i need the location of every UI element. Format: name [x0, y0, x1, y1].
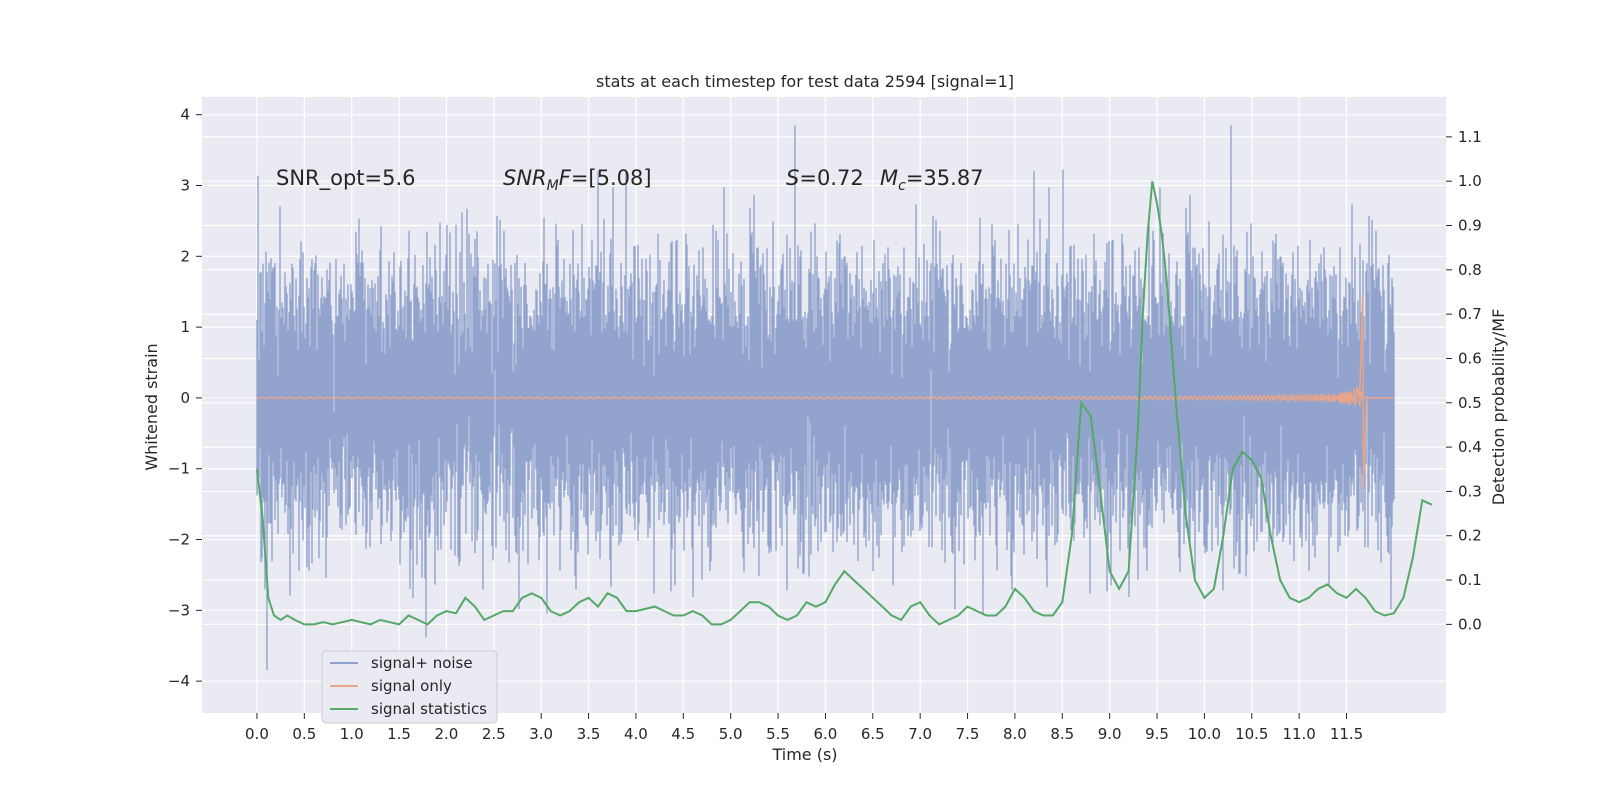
right-y-axis-label: Detection probability/MF	[1489, 309, 1508, 506]
x-tick-label: 10.0	[1188, 725, 1221, 743]
left-y-tick-label: 0	[180, 389, 190, 407]
right-y-tick-label: 0.7	[1458, 305, 1482, 323]
x-tick-label: 11.0	[1282, 725, 1315, 743]
left-y-tick-label: −3	[168, 601, 190, 619]
right-y-tick-label: 0.9	[1458, 217, 1482, 235]
legend-box	[321, 650, 498, 724]
annotation-mc: Mc=35.87	[880, 166, 984, 194]
snr-mf-symbol: SNR	[503, 166, 547, 190]
s-symbol: S	[786, 166, 799, 190]
legend-label-signal-only: signal only	[371, 677, 452, 695]
x-tick-label: 10.5	[1235, 725, 1268, 743]
x-tick-label: 6.0	[813, 725, 837, 743]
mc-symbol: M	[880, 166, 898, 190]
s-value: =0.72	[799, 166, 863, 190]
x-tick-label: 7.5	[956, 725, 980, 743]
left-y-tick-label: 2	[180, 247, 190, 265]
series-signal-noise	[256, 125, 1395, 671]
x-tick-label: 5.5	[766, 725, 790, 743]
series-signal-only	[256, 295, 1394, 489]
x-tick-label: 2.0	[435, 725, 459, 743]
left-y-tick-label: 4	[180, 106, 190, 124]
left-y-tick-label: 1	[180, 318, 190, 336]
annotation-snr-opt: SNR_opt=5.6	[276, 166, 416, 191]
right-y-tick-label: 0.1	[1458, 571, 1482, 589]
right-y-tick-label: 0.6	[1458, 349, 1482, 367]
left-y-tick-label: −1	[168, 460, 190, 478]
x-tick-label: 3.5	[577, 725, 601, 743]
x-tick-label: 0.5	[292, 725, 316, 743]
left-y-tick-label: −2	[168, 531, 190, 549]
snr-mf-f: F	[559, 166, 572, 190]
x-tick-label: 4.5	[671, 725, 695, 743]
right-y-tick-label: 1.1	[1458, 128, 1482, 146]
x-tick-label: 8.5	[1050, 725, 1074, 743]
x-tick-label: 7.0	[908, 725, 932, 743]
legend: signal+ noise signal only signal statist…	[321, 650, 498, 724]
plot-area: 0.0 0.5 1.0 1.5 2.0 2.5 3.0 3.5 4.0 4.5 5.0 5.5 6.0 6…	[168, 97, 1482, 743]
legend-label-signal-noise: signal+ noise	[371, 654, 473, 672]
annotation-snr-mf: SNRMF=[5.08]	[503, 166, 652, 194]
snr-mf-value: =[5.08]	[571, 166, 652, 190]
x-tick-label: 1.0	[340, 725, 364, 743]
series-signal-statistics	[256, 180, 1433, 626]
left-y-axis-label: Whitened strain	[142, 343, 161, 470]
snr-mf-subscript: M	[547, 178, 559, 194]
annotation-s: S=0.72	[786, 166, 864, 190]
right-y-tick-label: 0.5	[1458, 394, 1482, 412]
right-y-tick-label: 0.0	[1458, 615, 1482, 633]
x-tick-label: 4.0	[624, 725, 648, 743]
x-tick-label: 2.5	[482, 725, 506, 743]
chart-title: stats at each timestep for test data 259…	[596, 72, 1014, 91]
x-tick-label: 11.5	[1330, 725, 1363, 743]
x-tick-label: 1.5	[387, 725, 411, 743]
x-tick-label: 3.0	[529, 725, 553, 743]
left-y-tick-label: −4	[168, 672, 190, 690]
chart-overlay: stats at each timestep for test data 259…	[142, 72, 1508, 764]
x-tick-label: 5.0	[719, 725, 743, 743]
right-y-tick-label: 1.0	[1458, 172, 1482, 190]
x-tick-label: 8.0	[1003, 725, 1027, 743]
right-y-tick-label: 0.4	[1458, 438, 1482, 456]
right-y-tick-label: 0.8	[1458, 261, 1482, 279]
x-tick-label: 0.0	[245, 725, 269, 743]
right-y-tick-label: 0.2	[1458, 527, 1482, 545]
mc-subscript: c	[898, 178, 906, 194]
x-tick-label: 9.0	[1098, 725, 1122, 743]
x-tick-label: 6.5	[861, 725, 885, 743]
legend-label-signal-statistics: signal statistics	[371, 700, 487, 718]
x-tick-label: 9.5	[1145, 725, 1169, 743]
x-axis-label: Time (s)	[771, 745, 837, 764]
left-y-tick-label: 3	[180, 177, 190, 195]
right-y-tick-label: 0.3	[1458, 482, 1482, 500]
mc-value: =35.87	[906, 166, 984, 190]
